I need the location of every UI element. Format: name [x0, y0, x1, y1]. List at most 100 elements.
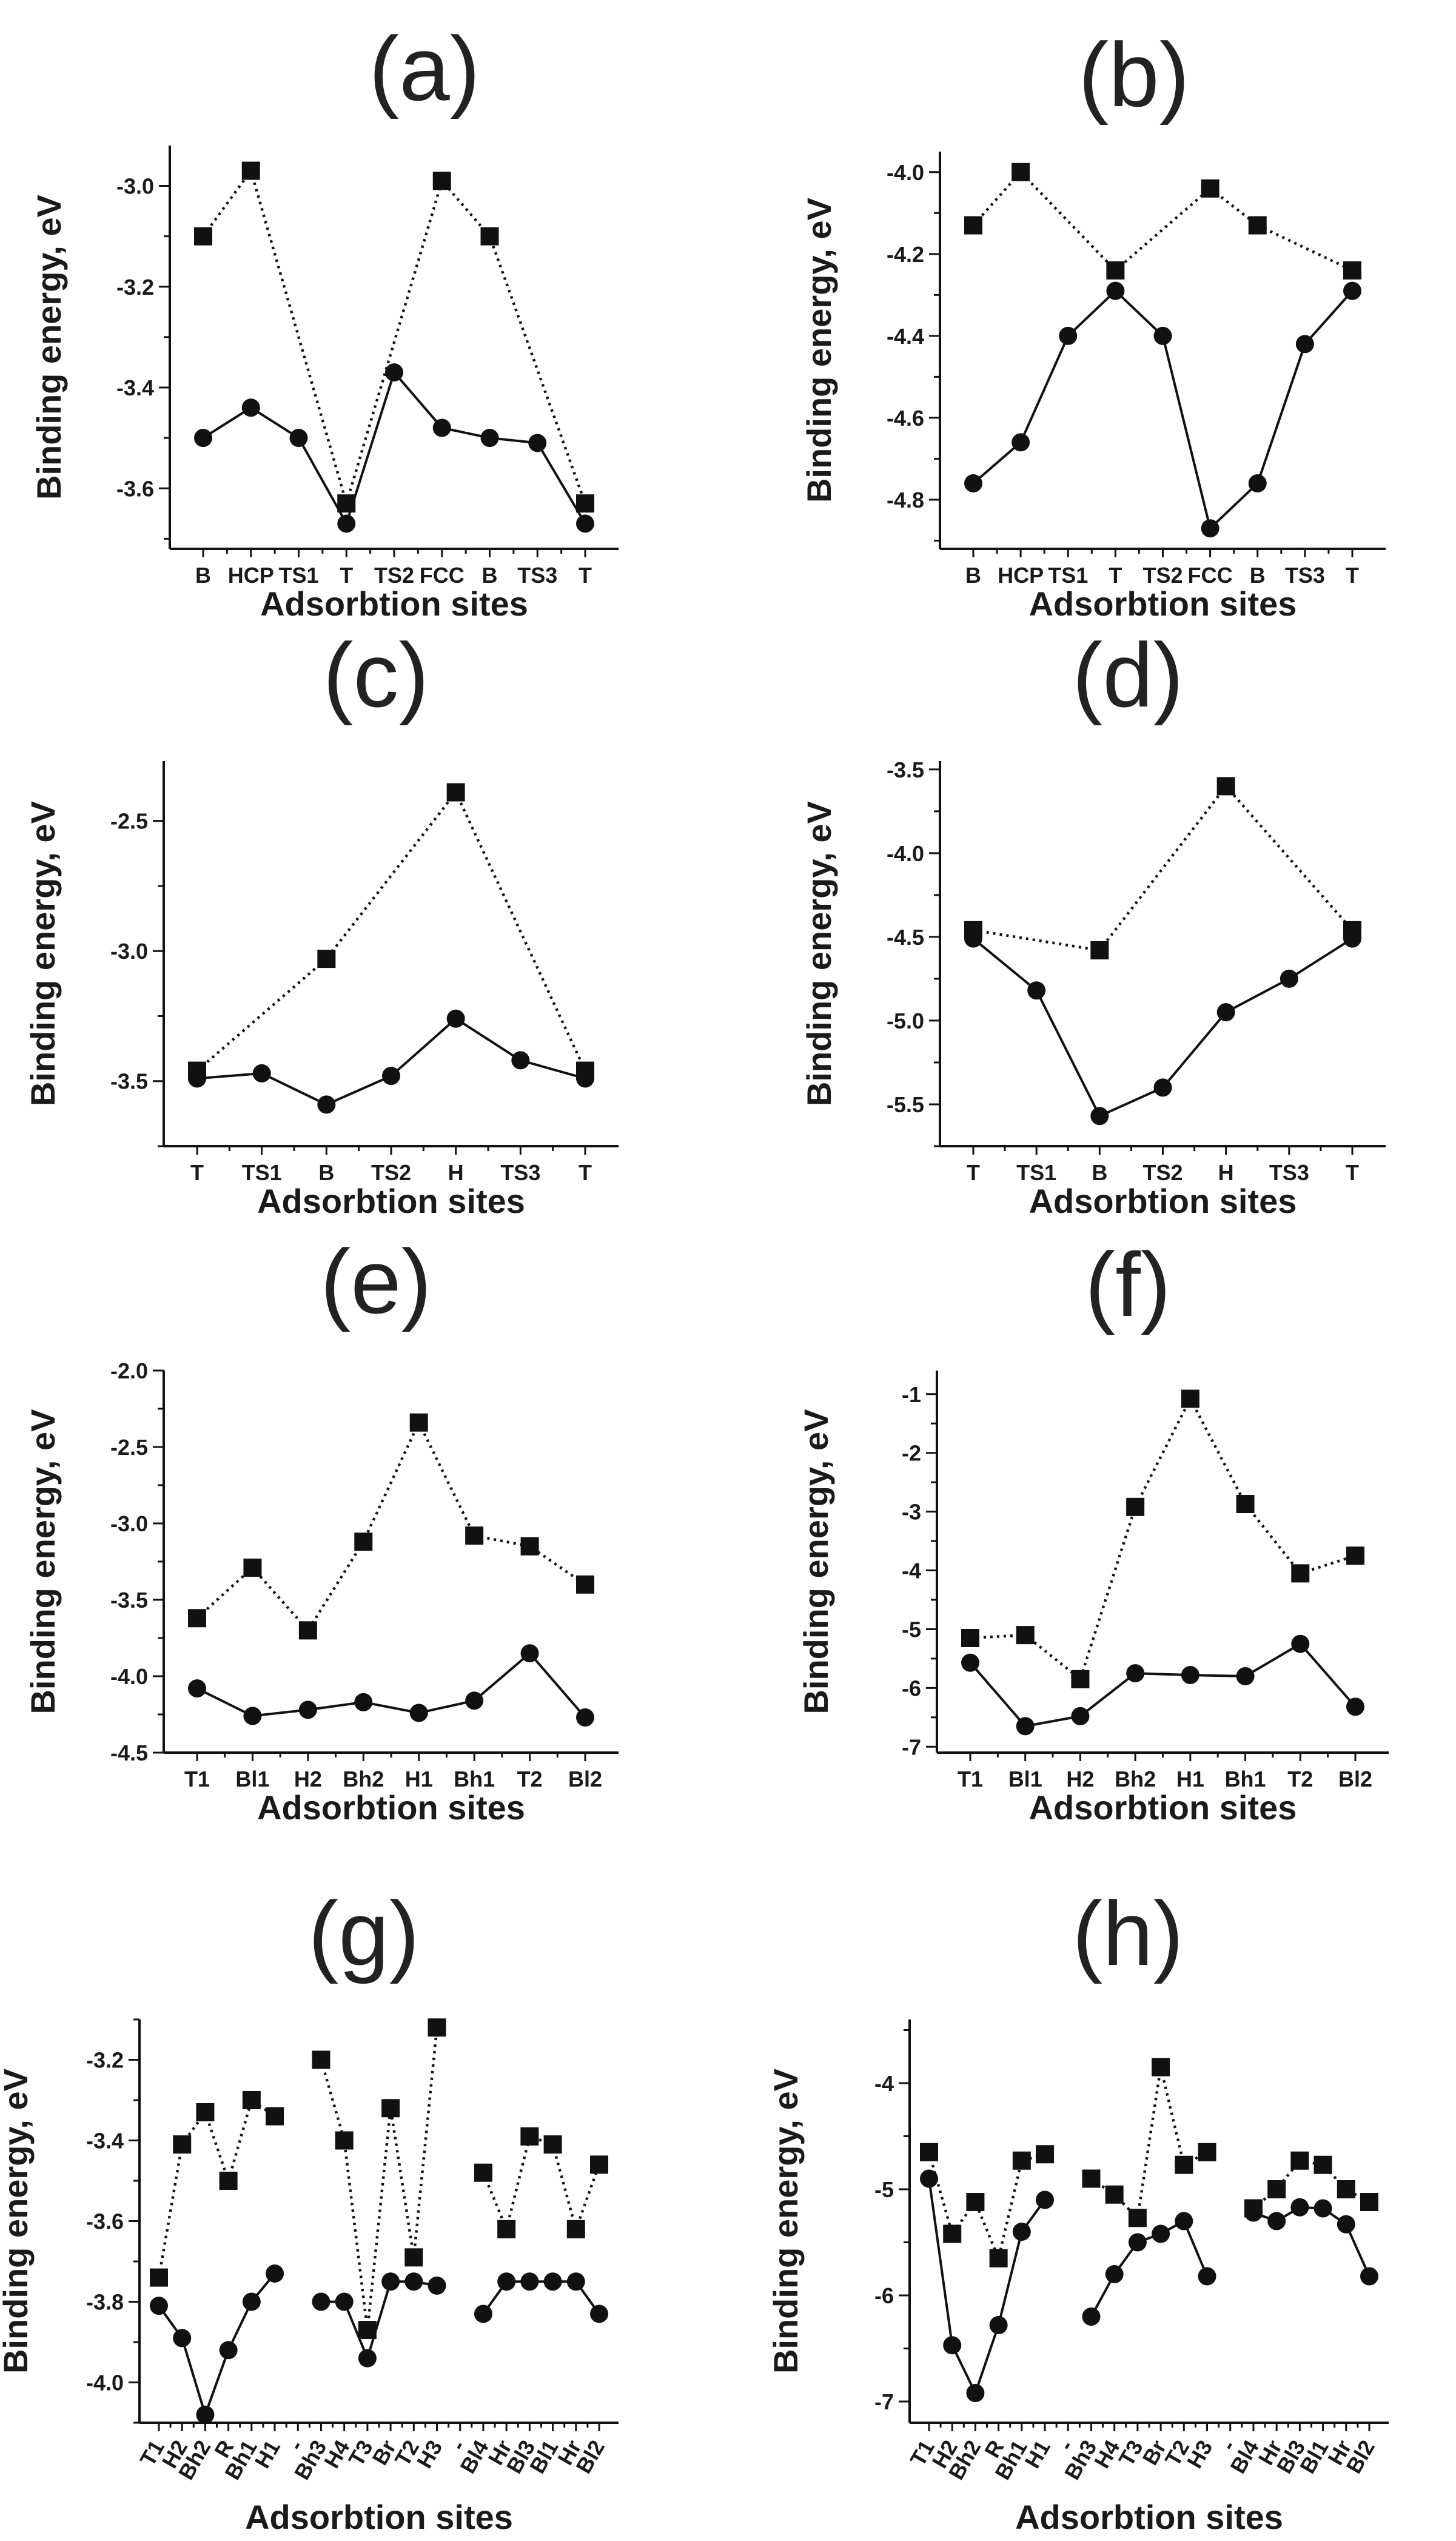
x-tick-label: TS3: [517, 563, 557, 588]
data-point-square: [404, 2248, 423, 2267]
y-tick-label: -3.2: [116, 275, 154, 300]
data-point-circle: [1153, 326, 1172, 345]
data-point-circle: [576, 1708, 594, 1727]
x-axis-title: Adsorbtion sites: [1029, 1788, 1297, 1827]
series-line-square: [973, 784, 1354, 952]
x-tick-label: Bl1: [1008, 1767, 1042, 1791]
data-point-circle: [1290, 2198, 1309, 2217]
series-line-square: [927, 2152, 1045, 2263]
y-tick-label: -6: [902, 1676, 921, 1700]
x-tick-label: H: [1218, 1160, 1234, 1185]
data-point-circle: [966, 2384, 985, 2402]
data-point-circle: [173, 2329, 192, 2348]
x-tick-label: H3: [412, 2436, 448, 2472]
x-axis-title: Adsorbtion sites: [1029, 1182, 1297, 1220]
x-tick-label: B: [1250, 563, 1266, 588]
data-point-square: [920, 2143, 938, 2161]
y-tick-label: -2.0: [110, 1358, 148, 1383]
data-point-circle: [1059, 326, 1078, 345]
data-point-circle: [1071, 1707, 1090, 1725]
x-tick-label: Bl2: [1341, 2436, 1380, 2478]
x-tick-label: Bh1: [1225, 1767, 1266, 1791]
series-line-square: [202, 167, 587, 509]
series-line-square: [157, 2098, 276, 2278]
data-point-circle: [1201, 519, 1219, 538]
data-point-circle: [576, 1069, 594, 1088]
data-point-circle: [432, 418, 451, 437]
data-point-square: [219, 2172, 238, 2190]
data-point-circle: [474, 2304, 492, 2323]
data-point-square: [1346, 1546, 1364, 1565]
data-point-circle: [920, 2169, 938, 2188]
x-tick-label: Bl2: [568, 1767, 602, 1791]
y-tick-label: -4.5: [887, 925, 924, 950]
data-point-circle: [1126, 1664, 1145, 1683]
x-tick-label: FCC: [1188, 563, 1233, 588]
x-axis-title: Adsorbtion sites: [245, 2498, 513, 2536]
x-axis-title: Adsorbtion sites: [1029, 585, 1297, 623]
x-tick-label: T1: [184, 1767, 210, 1791]
data-point-square: [1248, 216, 1267, 235]
chart-panel-5: (e) -4.5 -4.0 -3.5 -3.0 -2.5 -2.0 T1 Bl1 H2 Bh2 H1 B…: [24, 1230, 619, 1827]
y-tick-label: -2.5: [110, 809, 148, 834]
data-point-circle: [241, 398, 260, 417]
x-axis-title: Adsorbtion sites: [257, 1182, 525, 1220]
series-line-square: [970, 1395, 1356, 1682]
data-point-circle: [1280, 969, 1298, 988]
data-point-square: [1126, 1497, 1145, 1516]
data-point-circle: [243, 1707, 262, 1725]
data-point-circle: [1181, 1666, 1199, 1685]
data-point-square: [409, 1413, 428, 1432]
data-point-square: [520, 1537, 539, 1556]
data-point-circle: [252, 1064, 271, 1083]
data-point-circle: [1175, 2212, 1193, 2231]
y-tick-label: -4: [902, 1559, 921, 1583]
chart-panel-2: (b) -4.8 -4.6 -4.4 -4.2 -4.0 B HCP TS1 T TS2 FCC B TS…: [800, 24, 1386, 623]
data-point-circle: [1027, 981, 1046, 1000]
data-point-circle: [566, 2272, 585, 2291]
series-line-square: [320, 2027, 438, 2331]
data-point-circle: [354, 1693, 373, 1711]
y-tick-label: -3.8: [86, 2290, 124, 2315]
data-point-square: [1016, 1626, 1035, 1645]
data-point-circle: [1153, 1078, 1172, 1097]
y-tick-label: -3.0: [116, 174, 154, 199]
data-point-square: [1128, 2209, 1147, 2227]
data-point-circle: [964, 474, 982, 492]
data-point-square: [961, 1629, 979, 1647]
data-point-circle: [1216, 1003, 1235, 1022]
data-point-square: [317, 950, 336, 968]
data-point-circle: [358, 2349, 377, 2368]
x-tick-label: TS1: [1016, 1160, 1056, 1185]
data-point-square: [520, 2127, 539, 2146]
y-tick-label: -3.0: [110, 939, 148, 964]
data-point-square: [1012, 2151, 1031, 2170]
data-point-square: [1267, 2180, 1286, 2198]
x-tick-label: H2: [294, 1767, 322, 1791]
data-point-square: [1175, 2155, 1193, 2174]
data-point-square: [465, 1526, 484, 1545]
series-line-square: [196, 790, 587, 1072]
x-tick-label: TS2: [371, 1160, 411, 1185]
data-point-circle: [1343, 929, 1361, 948]
data-point-square: [1313, 2155, 1332, 2174]
y-tick-label: -3.0: [110, 1511, 148, 1536]
x-tick-label: TS3: [1285, 563, 1325, 588]
y-tick-label: -3: [902, 1500, 921, 1525]
y-tick-label: -7: [874, 2389, 894, 2414]
x-tick-label: T: [1346, 563, 1359, 588]
y-tick-label: -4.0: [887, 841, 924, 866]
y-tick-label: -3.6: [116, 476, 154, 501]
y-axis-title: Binding energy, eV: [800, 801, 838, 1106]
data-point-square: [298, 1621, 317, 1640]
data-point-circle: [1343, 281, 1361, 300]
panel-label: (c): [323, 624, 429, 726]
x-axis-title: Adsorbtion sites: [257, 1788, 525, 1827]
panel-label: (b): [1078, 24, 1189, 126]
data-point-circle: [312, 2292, 330, 2311]
data-point-square: [1291, 1564, 1310, 1583]
panel-label: (h): [1072, 1882, 1183, 1984]
data-point-circle: [150, 2297, 168, 2315]
y-tick-label: -5.0: [887, 1009, 924, 1033]
data-point-circle: [196, 2405, 215, 2424]
